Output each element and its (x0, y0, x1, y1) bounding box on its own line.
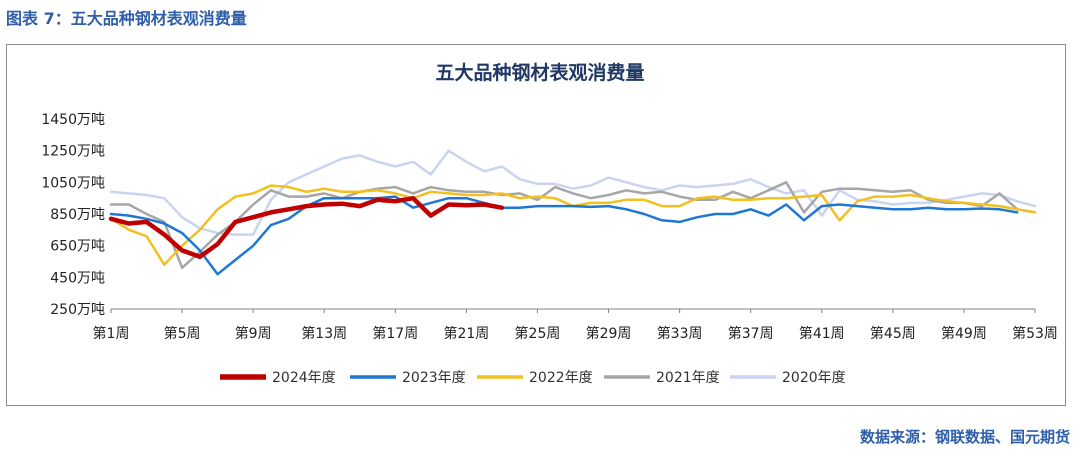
x-tick-label: 第29周 (586, 325, 632, 342)
legend-label: 2024年度 (272, 370, 336, 386)
x-tick-label: 第53周 (1012, 325, 1058, 342)
legend-label: 2022年度 (529, 370, 593, 386)
x-tick-label: 第9周 (235, 325, 272, 342)
legend-label: 2021年度 (656, 370, 720, 386)
y-tick-label: 650万吨 (50, 239, 105, 255)
chart-frame: 五大品种钢材表观消费量 1450万吨 1250万吨 1050万吨 850万吨 650万吨… (6, 44, 1066, 406)
x-tick-label: 第49周 (941, 325, 987, 342)
legend-label: 2020年度 (782, 370, 846, 386)
legend: 2024年度 2023年度 2022年度 2021年度 2020年度 (220, 370, 846, 386)
x-tick-label: 第1周 (93, 325, 130, 342)
y-tick-label: 450万吨 (50, 270, 105, 286)
series-line (108, 195, 505, 260)
series-line (109, 149, 1037, 236)
chart-title: 五大品种钢材表观消费量 (435, 61, 644, 84)
y-tick-label: 250万吨 (50, 302, 105, 318)
series-line (109, 195, 1019, 276)
x-tick-label: 第5周 (164, 325, 201, 342)
series-line (109, 184, 1037, 266)
x-tick-label: 第41周 (799, 325, 845, 342)
y-axis: 1450万吨 1250万吨 1050万吨 850万吨 650万吨 450万吨 250万吨 (41, 112, 105, 318)
x-tick-label: 第17周 (372, 325, 418, 342)
series-line (109, 181, 1037, 270)
y-tick-label: 1450万吨 (41, 112, 105, 128)
x-tick-label: 第25周 (515, 325, 561, 342)
x-tick-label: 第33周 (657, 325, 703, 342)
x-tick-label: 第45周 (870, 325, 916, 342)
x-tick-label: 第13周 (301, 325, 347, 342)
source-note: 数据来源：钢联数据、国元期货 (859, 428, 1070, 446)
y-tick-label: 1050万吨 (41, 175, 105, 191)
line-chart: 五大品种钢材表观消费量 1450万吨 1250万吨 1050万吨 850万吨 650万吨… (41, 61, 1058, 386)
figure-caption: 图表 7：五大品种钢材表观消费量 (6, 9, 247, 28)
x-tick-label: 第37周 (728, 325, 774, 342)
y-tick-label: 1250万吨 (41, 144, 105, 160)
x-tick-label: 第21周 (443, 325, 489, 342)
legend-label: 2023年度 (402, 370, 466, 386)
x-axis: 第1周 第5周 第9周 第13周 第17周 第21周 第25周 第29周 第33周 第37周 第41… (93, 308, 1058, 342)
y-tick-label: 850万吨 (50, 207, 105, 223)
plot-area (108, 149, 1037, 276)
